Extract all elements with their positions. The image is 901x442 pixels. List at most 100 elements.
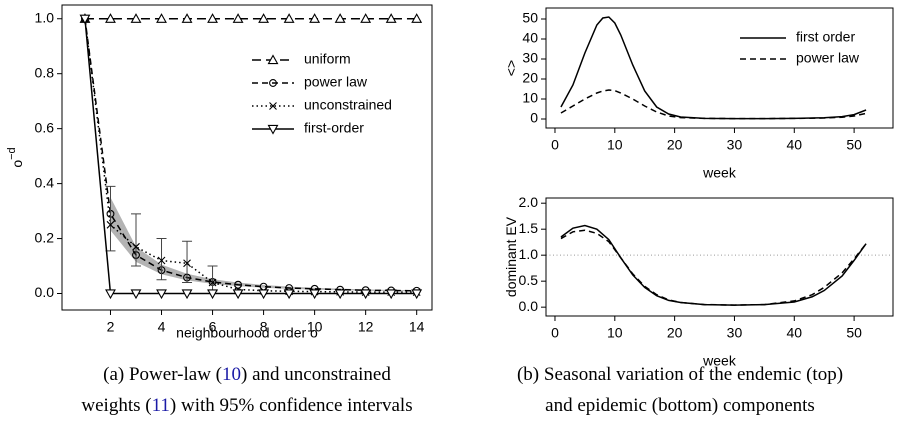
y-tick-label: 0.0: [519, 298, 539, 314]
y-tick-label: 1.0: [35, 9, 55, 25]
x-tick-label: 40: [786, 325, 802, 341]
x-tick-label: 10: [307, 319, 323, 335]
marker: [207, 13, 218, 23]
marker: [269, 102, 277, 110]
y-tick-label: 0.6: [35, 119, 55, 135]
marker: [283, 13, 295, 23]
marker: [181, 289, 193, 300]
caption-text: ) with 95% confidence intervals: [170, 395, 413, 416]
y-tick-label: 0.5: [519, 272, 539, 288]
legend-label: uniform: [304, 51, 351, 67]
marker: [79, 14, 91, 25]
caption: and epidemic (bottom) components: [545, 395, 815, 416]
marker: [105, 289, 116, 300]
y-axis-label: <>: [503, 60, 519, 76]
series-line: [84, 18, 417, 292]
marker: [181, 13, 193, 23]
caption-ref: 10: [222, 364, 241, 385]
legend-label: first order: [796, 29, 855, 45]
series-line: [560, 224, 867, 306]
caption-ref: 11: [152, 395, 170, 416]
marker: [360, 13, 372, 23]
x-tick-label: 2: [107, 319, 115, 335]
y-tick-label: 0.8: [35, 64, 55, 80]
x-tick-label: 10: [607, 137, 623, 153]
marker: [385, 13, 397, 23]
marker: [411, 13, 423, 23]
x-tick-label: 12: [358, 319, 374, 335]
marker: [105, 13, 116, 23]
marker: [283, 289, 295, 300]
error-bar: [156, 238, 167, 281]
marker: [258, 289, 270, 300]
marker: [132, 242, 140, 251]
legend-label: power law: [304, 74, 368, 90]
x-tick-label: 0: [551, 137, 559, 153]
y-tick-label: 2.0: [519, 194, 539, 210]
x-tick-label: 0: [551, 325, 559, 341]
x-tick-label: 20: [667, 137, 683, 153]
marker: [130, 13, 142, 23]
marker: [334, 13, 346, 23]
y-axis-label-text: <>: [503, 60, 519, 76]
series-line: [560, 89, 867, 120]
y-tick-label: 30: [522, 50, 538, 66]
marker: [411, 289, 423, 300]
legend-label: power law: [796, 50, 860, 66]
caption: (a) Power-law (10) and unconstrained: [103, 364, 391, 385]
marker: [234, 280, 243, 289]
y-tick-label: 1.0: [519, 246, 539, 262]
marker: [267, 124, 279, 135]
series-line: [84, 18, 417, 293]
marker: [258, 13, 270, 23]
marker: [183, 259, 191, 268]
x-tick-label: 4: [158, 319, 166, 335]
plot-frame: [545, 7, 894, 129]
marker: [156, 289, 167, 300]
marker: [267, 54, 279, 65]
marker: [207, 289, 218, 300]
y-axis-label-text: o: [9, 160, 25, 168]
x-tick-label: 10: [607, 325, 623, 341]
error-bar: [207, 265, 218, 292]
marker: [208, 278, 217, 287]
marker: [334, 289, 346, 300]
y-tick-label: 0.2: [35, 229, 55, 245]
marker: [232, 13, 244, 23]
y-axis-label-text: dominant EV: [503, 216, 519, 297]
x-tick-label: 30: [727, 325, 743, 341]
y-axis-label: dominant EV: [503, 216, 519, 297]
x-tick-label: 30: [727, 137, 743, 153]
x-tick-label: 6: [209, 319, 217, 335]
x-tick-label: 14: [409, 319, 425, 335]
caption-text: ) and unconstrained: [241, 364, 391, 385]
x-axis-label: week: [702, 353, 737, 369]
marker: [232, 289, 244, 300]
confidence-band: [110, 197, 417, 292]
y-axis-label-sup: −d: [6, 147, 18, 160]
caption-text: and epidemic (bottom) components: [545, 395, 815, 416]
y-tick-label: 50: [522, 10, 538, 26]
y-tick-label: 1.5: [519, 220, 539, 236]
y-tick-label: 0: [530, 110, 538, 126]
x-tick-label: 50: [846, 137, 862, 153]
caption-text: weights (: [81, 395, 151, 416]
error-bar: [131, 213, 141, 267]
y-tick-label: 0.4: [35, 174, 55, 190]
caption: (b) Seasonal variation of the endemic (t…: [517, 364, 843, 385]
marker: [156, 13, 167, 23]
y-tick-label: 40: [522, 30, 538, 46]
series-line: [84, 18, 417, 295]
x-tick-label: 8: [260, 319, 268, 335]
marker: [309, 289, 321, 300]
marker: [130, 289, 142, 300]
plot-frame: [545, 197, 894, 317]
marker: [309, 13, 321, 23]
x-tick-label: 40: [786, 137, 802, 153]
x-tick-label: 20: [667, 325, 683, 341]
marker: [106, 220, 115, 229]
caption-text: (b) Seasonal variation of the endemic (t…: [517, 364, 843, 385]
marker: [269, 79, 277, 87]
x-tick-label: 50: [846, 325, 862, 341]
